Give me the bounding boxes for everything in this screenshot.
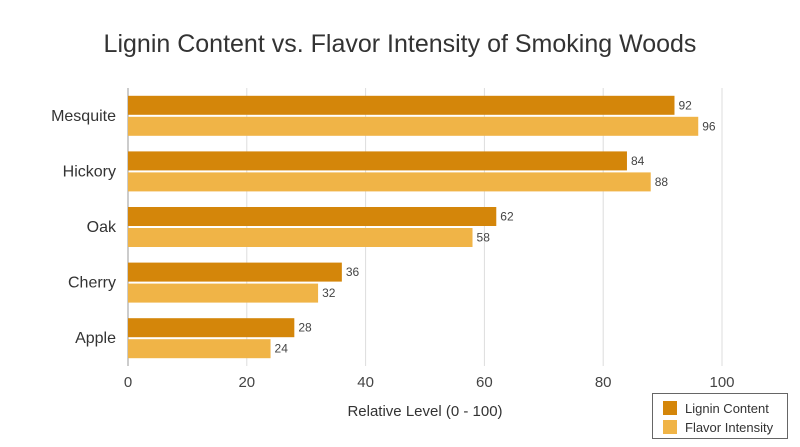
legend-item-flavor: Flavor Intensity [663, 418, 773, 436]
x-tick-label-60: 60 [476, 374, 493, 391]
data-label-oak-lignin: 62 [500, 210, 514, 224]
y-tick-label-oak: Oak [87, 219, 117, 236]
data-label-apple-lignin: 28 [298, 321, 312, 335]
x-tick-label-20: 20 [238, 374, 255, 391]
data-label-apple-flavor: 24 [275, 342, 289, 356]
data-label-hickory-lignin: 84 [631, 154, 645, 168]
x-tick-label-0: 0 [124, 374, 132, 391]
bar-cherry-flavor [128, 283, 319, 303]
legend: Lignin Content Flavor Intensity [652, 393, 788, 439]
y-tick-label-cherry: Cherry [68, 275, 116, 292]
bar-apple-flavor [128, 339, 271, 359]
data-label-hickory-flavor: 88 [655, 175, 669, 189]
chart-title: Lignin Content vs. Flavor Intensity of S… [103, 30, 697, 58]
bar-mesquite-lignin [128, 95, 675, 115]
bar-apple-lignin [128, 318, 295, 338]
bar-oak-lignin [128, 207, 497, 226]
legend-item-lignin: Lignin Content [663, 399, 769, 417]
bar-mesquite-flavor [128, 116, 699, 136]
y-tick-label-apple: Apple [75, 330, 116, 347]
x-axis-label: Relative Level (0 - 100) [347, 403, 502, 420]
y-tick-label-mesquite: Mesquite [51, 108, 116, 125]
data-label-mesquite-flavor: 96 [702, 119, 716, 133]
y-tick-label-hickory: Hickory [63, 163, 116, 180]
x-tick-label-40: 40 [357, 374, 374, 391]
legend-swatch-lignin [663, 401, 677, 415]
data-label-cherry-flavor: 32 [322, 286, 336, 300]
x-tick-label-80: 80 [595, 374, 612, 391]
data-label-cherry-lignin: 36 [346, 265, 360, 279]
data-label-mesquite-lignin: 92 [678, 98, 692, 112]
x-tick-label-100: 100 [709, 374, 734, 391]
legend-label-flavor: Flavor Intensity [685, 419, 774, 435]
bar-cherry-lignin [128, 262, 342, 282]
bar-hickory-flavor [128, 172, 651, 192]
legend-label-lignin: Lignin Content [685, 400, 769, 416]
bar-oak-flavor [128, 228, 473, 247]
legend-swatch-flavor [663, 420, 677, 434]
data-label-oak-flavor: 58 [477, 231, 491, 245]
bar-hickory-lignin [128, 151, 627, 171]
